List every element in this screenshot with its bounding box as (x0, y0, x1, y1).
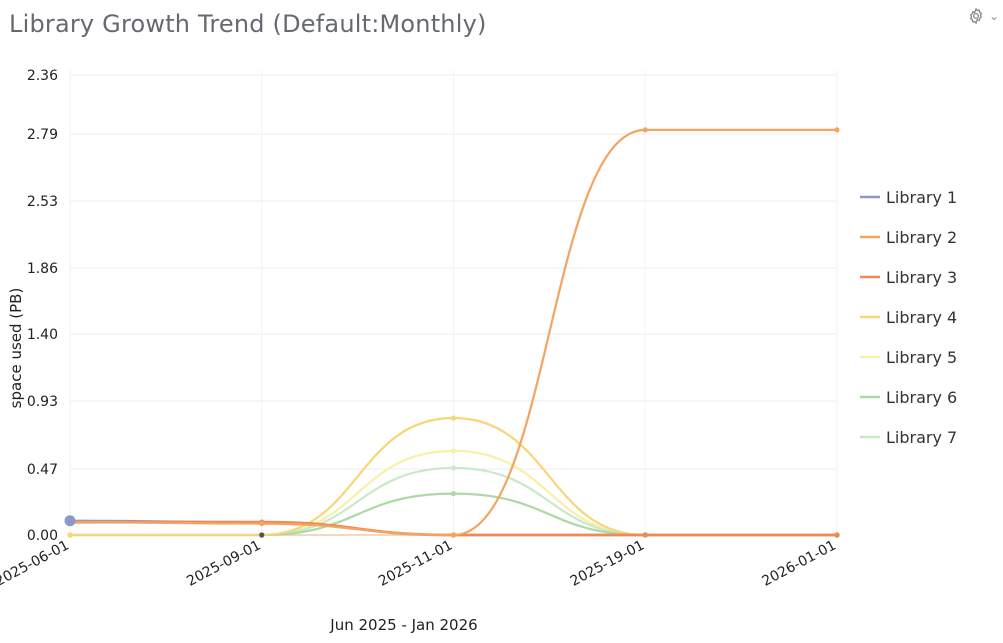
legend-item-library-3[interactable]: Library 3 (860, 268, 957, 287)
x-axis-title: Jun 2025 - Jan 2026 (329, 616, 477, 634)
data-point[interactable] (834, 127, 840, 133)
series-lines (64, 127, 840, 538)
y-tick-label: 0.47 (27, 462, 58, 478)
y-tick-label: 2.79 (27, 127, 58, 143)
x-tick-label: 2026-01-01 (760, 537, 839, 589)
x-tick-label: 2025-06-01 (0, 537, 72, 589)
legend-label: Library 1 (886, 188, 957, 207)
legend-item-library-5[interactable]: Library 5 (860, 348, 957, 367)
data-point[interactable] (67, 532, 73, 538)
x-tick-label: 2025-09-01 (184, 537, 263, 589)
legend-item-library-1[interactable]: Library 1 (860, 188, 957, 207)
legend-label: Library 7 (886, 428, 957, 447)
legend-item-library-4[interactable]: Library 4 (860, 308, 957, 327)
legend-label: Library 4 (886, 308, 957, 327)
grid-lines (69, 70, 838, 536)
y-tick-label: 0.00 (27, 528, 58, 544)
data-point[interactable] (450, 491, 457, 497)
y-tick-label: 2.36 (27, 68, 58, 84)
y-axis-tick-labels: 0.00 0.47 0.93 1.40 1.86 2.53 2.79 2.36 (27, 68, 58, 544)
legend: Library 1 Library 2 Library 3 Library 4 Libr… (860, 188, 957, 447)
y-tick-label: 0.93 (27, 394, 58, 410)
data-point-highlight[interactable] (64, 515, 76, 527)
data-point[interactable] (450, 465, 457, 471)
data-point[interactable] (642, 127, 648, 133)
data-point[interactable] (450, 448, 457, 454)
y-tick-label: 2.53 (27, 194, 58, 210)
gear-icon[interactable] (967, 7, 985, 25)
data-point[interactable] (259, 532, 265, 538)
y-tick-label: 1.40 (27, 327, 58, 343)
y-tick-label: 1.86 (27, 261, 58, 277)
x-tick-label: 2025-11-01 (376, 537, 455, 589)
x-tick-label: 2025-19-01 (568, 537, 647, 589)
data-point[interactable] (834, 532, 840, 538)
data-point[interactable] (450, 532, 457, 538)
legend-label: Library 5 (886, 348, 957, 367)
chart-title: Library Growth Trend (Default:Monthly) (9, 10, 487, 38)
legend-label: Library 2 (886, 228, 957, 247)
x-axis-tick-labels: 2025-06-01 2025-09-01 2025-11-01 2025-19-01… (0, 537, 839, 589)
legend-item-library-6[interactable]: Library 6 (860, 388, 957, 407)
chart-toolbar: ⌄ (953, 4, 1003, 28)
chevron-down-icon[interactable]: ⌄ (988, 9, 999, 23)
data-point[interactable] (450, 415, 457, 421)
data-point[interactable] (642, 532, 648, 538)
legend-label: Library 3 (886, 268, 957, 287)
series-line[interactable] (68, 128, 839, 537)
data-point[interactable] (259, 520, 265, 527)
legend-label: Library 6 (886, 388, 957, 407)
legend-item-library-7[interactable]: Library 7 (860, 428, 957, 447)
legend-item-library-2[interactable]: Library 2 (860, 228, 957, 247)
y-axis-title: space used (PB) (7, 288, 25, 409)
